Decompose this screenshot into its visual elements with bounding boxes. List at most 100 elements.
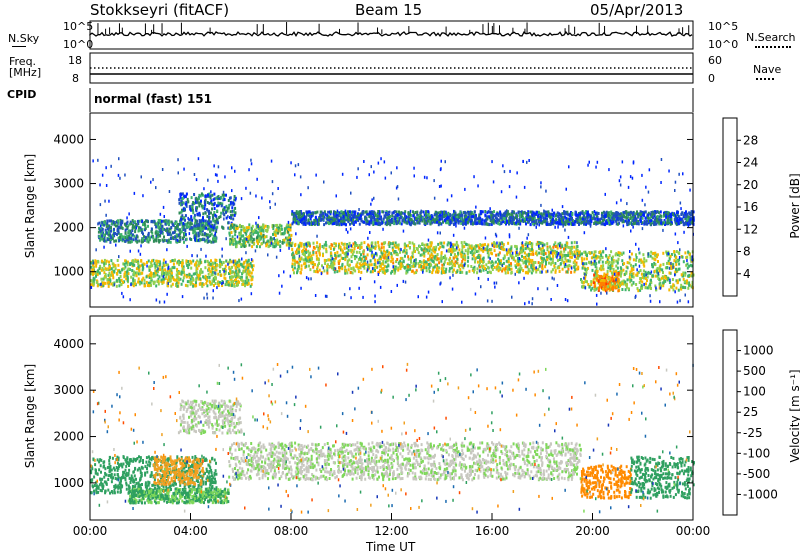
power-cell bbox=[265, 228, 267, 232]
power-cell bbox=[360, 245, 363, 249]
power-cell bbox=[302, 248, 305, 252]
power-cell bbox=[166, 278, 169, 282]
power-cell bbox=[333, 214, 336, 218]
power-cell bbox=[494, 219, 497, 223]
power-cell bbox=[291, 210, 294, 214]
power-cell bbox=[321, 264, 323, 268]
power-cell bbox=[113, 281, 116, 285]
power-cell bbox=[528, 260, 531, 264]
power-cell bbox=[186, 221, 189, 225]
power-cell bbox=[293, 266, 296, 270]
power-cell bbox=[436, 257, 439, 261]
power-cell bbox=[353, 212, 356, 216]
power-cell bbox=[260, 232, 263, 236]
power-cell bbox=[362, 250, 365, 254]
power-cell bbox=[119, 235, 121, 239]
power-cell bbox=[476, 260, 479, 264]
power-cell bbox=[206, 208, 209, 212]
power-cell bbox=[545, 262, 547, 266]
power-cell bbox=[292, 220, 295, 224]
power-cell bbox=[221, 225, 224, 229]
power-cell bbox=[508, 263, 511, 267]
power-cell bbox=[579, 212, 582, 216]
noise-sky-trace bbox=[89, 31, 693, 38]
power-cell bbox=[126, 260, 129, 264]
power-cell bbox=[317, 263, 319, 267]
power-cell bbox=[97, 269, 99, 273]
power-cell bbox=[512, 210, 515, 214]
power-cell bbox=[103, 271, 106, 275]
power-cell bbox=[360, 241, 363, 245]
power-cell bbox=[124, 228, 127, 232]
power-cell bbox=[327, 210, 330, 214]
power-cell bbox=[451, 250, 454, 254]
power-cell bbox=[252, 229, 255, 233]
power-cell bbox=[478, 253, 481, 257]
power-cell bbox=[233, 213, 236, 217]
power-cell bbox=[138, 282, 141, 286]
power-cell bbox=[150, 278, 153, 282]
power-cell bbox=[390, 271, 393, 275]
power-cell bbox=[204, 222, 207, 226]
power-cell bbox=[252, 264, 255, 268]
power-cell bbox=[221, 202, 224, 206]
power-cell bbox=[375, 265, 378, 269]
power-cell bbox=[109, 280, 112, 283]
power-cell bbox=[121, 221, 124, 225]
power-cell bbox=[170, 267, 173, 271]
power-cell bbox=[299, 259, 302, 263]
power-cell bbox=[178, 240, 181, 243]
power-cell bbox=[345, 251, 348, 255]
power-cell bbox=[522, 269, 525, 273]
power-cell bbox=[92, 271, 95, 275]
power-cell bbox=[570, 214, 573, 218]
power-cell bbox=[432, 254, 435, 258]
power-cell bbox=[442, 266, 445, 270]
power-cell bbox=[332, 212, 335, 216]
power-cell bbox=[446, 262, 449, 266]
power-cell bbox=[143, 235, 145, 239]
power-cell bbox=[113, 239, 116, 243]
power-cell bbox=[178, 278, 180, 282]
power-cell bbox=[443, 241, 446, 245]
power-cell bbox=[238, 231, 241, 235]
power-cell bbox=[430, 244, 433, 248]
power-cell bbox=[206, 259, 209, 263]
power-cell bbox=[406, 267, 409, 271]
power-cell bbox=[220, 211, 223, 215]
power-cell bbox=[229, 269, 231, 273]
power-cell bbox=[230, 280, 233, 284]
power-cell bbox=[157, 259, 160, 263]
power-cell bbox=[542, 218, 545, 222]
power-cell bbox=[478, 246, 481, 250]
power-cell bbox=[208, 228, 211, 232]
power-cell bbox=[427, 262, 430, 266]
power-cell bbox=[331, 262, 334, 266]
power-cell bbox=[370, 263, 373, 267]
power-cell bbox=[514, 251, 517, 254]
power-cell bbox=[181, 236, 184, 240]
power-cell bbox=[645, 219, 648, 223]
power-cell bbox=[358, 266, 361, 270]
power-cell bbox=[123, 272, 126, 276]
power-cell bbox=[636, 210, 638, 214]
power-cell bbox=[204, 260, 207, 264]
power-cell bbox=[374, 268, 376, 272]
power-cell bbox=[525, 253, 528, 257]
power-cell bbox=[262, 225, 264, 229]
power-cell bbox=[373, 219, 376, 223]
power-cell bbox=[436, 253, 439, 256]
power-cell bbox=[191, 205, 194, 209]
power-cell bbox=[215, 227, 218, 231]
power-cell bbox=[561, 267, 564, 271]
power-cell bbox=[396, 214, 399, 218]
power-cell bbox=[525, 262, 528, 266]
power-cell bbox=[575, 267, 578, 271]
power-cell bbox=[110, 229, 112, 233]
power-cell bbox=[346, 243, 349, 246]
power-cell bbox=[519, 215, 521, 219]
power-cell bbox=[448, 258, 451, 262]
power-cell bbox=[211, 279, 214, 283]
power-cell bbox=[427, 258, 430, 261]
power-cell bbox=[169, 240, 172, 244]
